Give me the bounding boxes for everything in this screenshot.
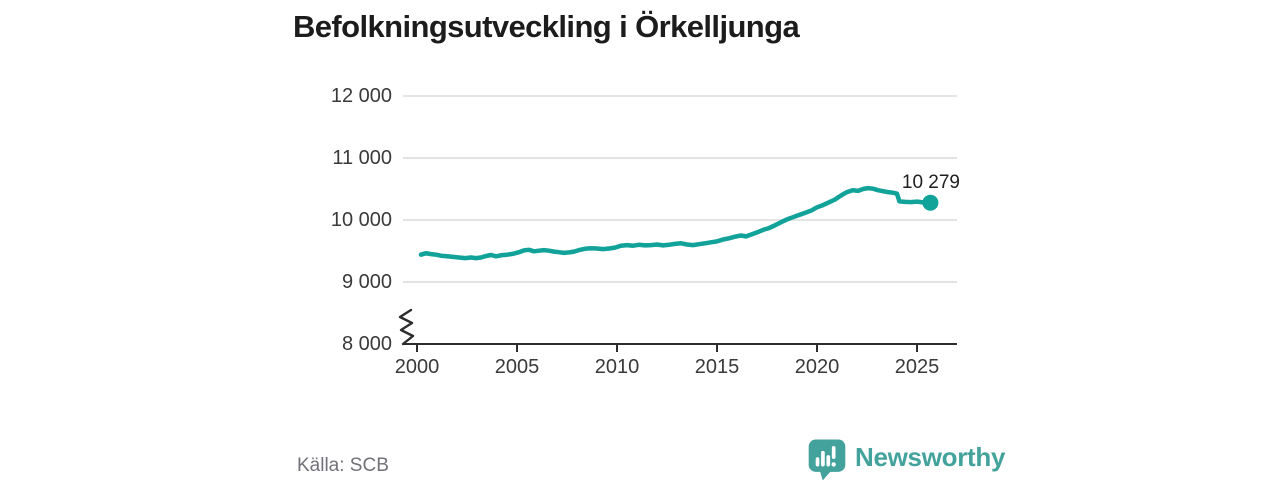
y-tick-label: 12 000 <box>330 85 392 107</box>
x-tick-label: 2005 <box>494 356 540 378</box>
y-tick-label: 9 000 <box>341 271 392 293</box>
chart-title: Befolkningsutveckling i Örkelljunga <box>293 9 800 44</box>
x-tick-label: 2020 <box>794 356 840 378</box>
y-tick-label: 8 000 <box>341 333 392 355</box>
population-line <box>418 185 933 261</box>
x-tick-label: 2000 <box>394 356 440 378</box>
y-tick-label: 10 000 <box>330 209 392 231</box>
last-value-label: 10 279 <box>901 172 960 193</box>
x-tick-label: 2010 <box>594 356 640 378</box>
x-tick-label: 2025 <box>894 356 940 378</box>
source-label: Källa: SCB <box>297 455 389 476</box>
newsworthy-logo-text: Newsworthy <box>855 442 1006 472</box>
y-axis-break-icon <box>398 308 415 346</box>
last-point-marker <box>922 194 939 211</box>
gridlines <box>403 95 957 283</box>
newsworthy-bubble-chart-icon <box>808 439 846 480</box>
x-tick-label: 2015 <box>694 356 740 378</box>
x-axis <box>403 343 957 352</box>
y-tick-label: 11 000 <box>332 147 392 169</box>
